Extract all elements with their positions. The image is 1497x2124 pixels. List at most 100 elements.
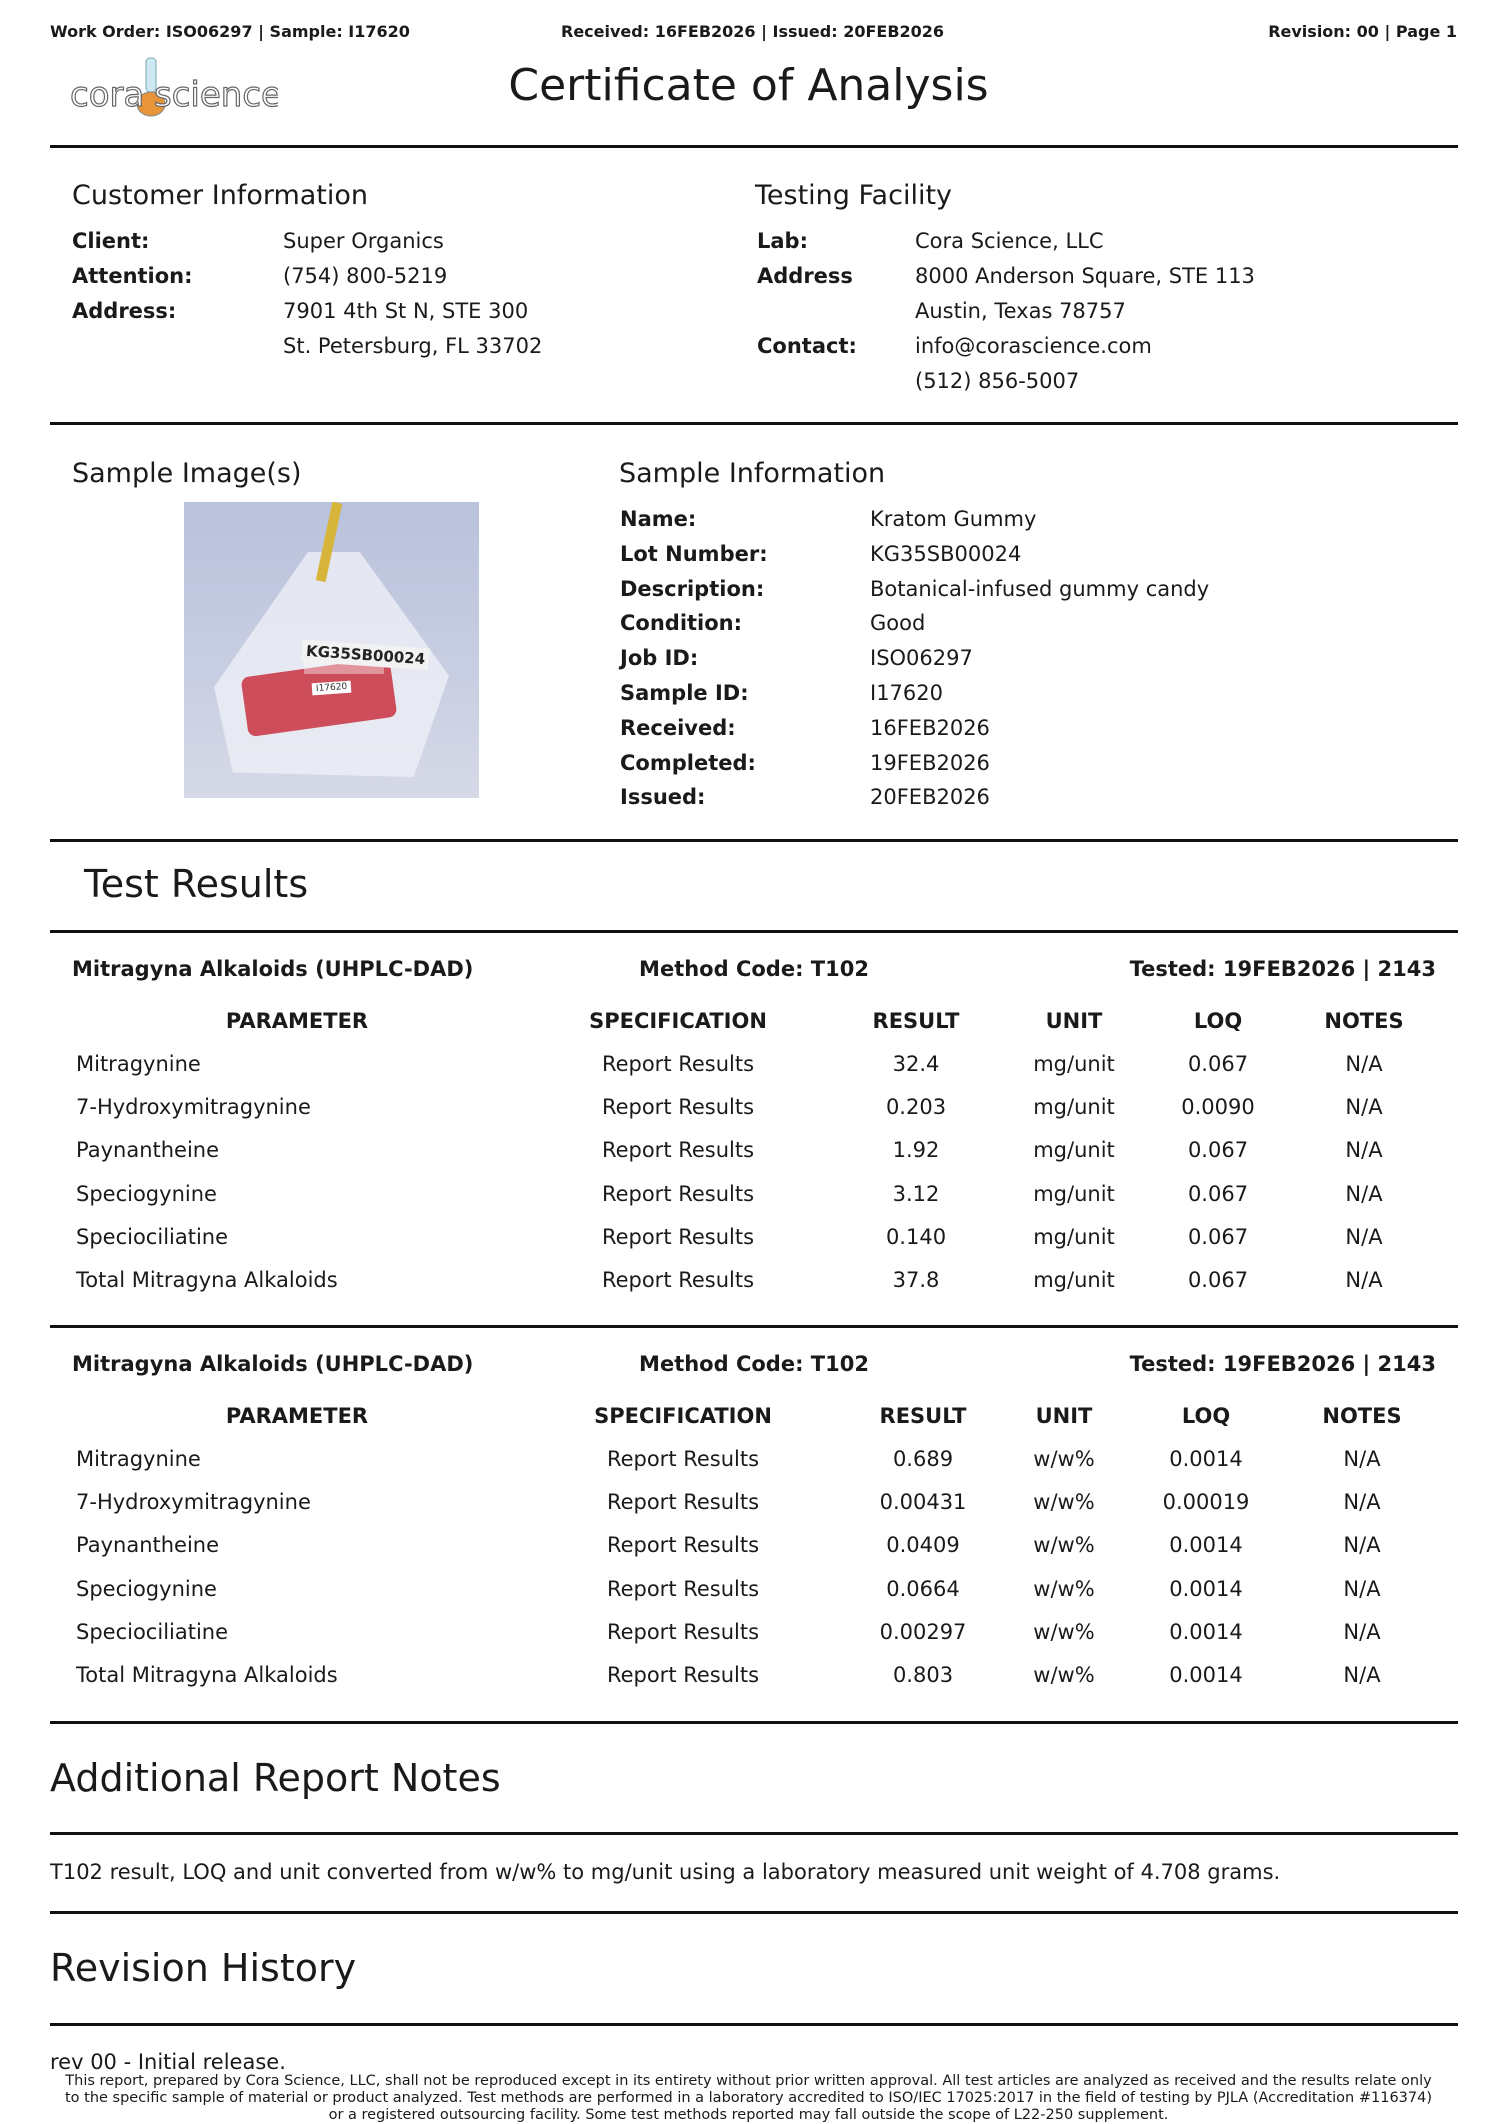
footer-line: to the specific sample of material or pr… — [64, 2090, 1433, 2106]
parameter-cell: Mitragynine — [76, 1447, 201, 1471]
notes-text: T102 result, LOQ and unit converted from… — [50, 1860, 1281, 1884]
label: Lot Number: — [620, 541, 768, 566]
label: Client: — [72, 229, 150, 253]
column-header: NOTES — [1322, 1404, 1402, 1428]
label: Name: — [620, 507, 697, 531]
table-cell: 0.067 — [1187, 1268, 1249, 1292]
facility-row: Austin, Texas 78757 — [757, 294, 1357, 329]
column-header: RESULT — [879, 1404, 967, 1428]
table-cell: Report Results — [606, 1447, 760, 1471]
table-cell: w/w% — [1033, 1619, 1095, 1644]
facility-row: Lab: Cora Science, LLC — [757, 224, 1357, 259]
customer-row: Address: 7901 4th St N, STE 300 — [72, 294, 528, 329]
table-cell: 0.0014 — [1169, 1619, 1243, 1644]
address-value: Austin, Texas 78757 — [915, 299, 1126, 323]
divider — [50, 839, 1458, 842]
table-cell: 0.00297 — [879, 1619, 967, 1644]
dates-header: Received: 16FEB2026 | Issued: 20FEB2026 — [561, 22, 945, 41]
parameter-cell: Speciogynine — [76, 1576, 217, 1601]
tested-date: Tested: 19FEB2026 | 2143 — [1129, 1352, 1436, 1376]
table-cell: N/A — [1343, 1447, 1381, 1471]
column-header: NOTES — [1324, 1009, 1404, 1033]
column-header: LOQ — [1193, 1009, 1243, 1033]
table-cell: N/A — [1345, 1138, 1383, 1163]
table-cell: Report Results — [606, 1663, 760, 1687]
table-cell: 1.92 — [892, 1138, 940, 1163]
table-cell: 0.067 — [1187, 1224, 1249, 1249]
divider — [50, 2023, 1458, 2026]
table-cell: 3.12 — [892, 1181, 940, 1206]
label: Sample ID: — [620, 680, 749, 705]
table-cell: 0.00019 — [1162, 1490, 1250, 1515]
table-cell: Report Results — [601, 1095, 755, 1120]
parameter-cell: Speciogynine — [76, 1181, 217, 1206]
table-cell: 0.067 — [1187, 1052, 1249, 1076]
table-cell: Report Results — [606, 1490, 760, 1515]
sample-info-row: Lot Number: KG35SB00024 — [620, 537, 1320, 572]
value: Botanical-infused gummy candy — [870, 576, 1210, 601]
facility-heading: Testing Facility — [755, 180, 953, 211]
table-cell: mg/unit — [1033, 1181, 1115, 1206]
label: Job ID: — [620, 646, 699, 671]
customer-row: Client: Super Organics — [72, 224, 444, 259]
table-cell: N/A — [1345, 1052, 1383, 1076]
table-cell: Report Results — [601, 1052, 755, 1076]
table-cell: N/A — [1343, 1576, 1381, 1601]
sample-info-row: Issued: 20FEB2026 — [620, 780, 1320, 815]
value: I17620 — [870, 680, 943, 705]
table-cell: N/A — [1345, 1181, 1383, 1206]
sample-image-heading: Sample Image(s) — [72, 458, 302, 489]
divider — [50, 1832, 1458, 1835]
label: Issued: — [620, 785, 706, 810]
table-cell: 0.0014 — [1169, 1663, 1243, 1687]
value: 20FEB2026 — [870, 785, 990, 810]
column-header: SPECIFICATION — [589, 1009, 767, 1033]
table-cell: 0.00431 — [879, 1490, 967, 1515]
table-cell: mg/unit — [1033, 1052, 1115, 1076]
sample-info-row: Completed: 19FEB2026 — [620, 746, 1320, 781]
table-cell: 0.203 — [885, 1095, 947, 1120]
customer-row: Attention: (754) 800-5219 — [72, 259, 447, 294]
column-header: LOQ — [1181, 1404, 1231, 1428]
address-value: 7901 4th St N, STE 300 — [283, 299, 529, 323]
sample-info-row: Job ID: ISO06297 — [620, 641, 1320, 676]
column-header: UNIT — [1035, 1404, 1093, 1428]
label: Completed: — [620, 750, 756, 775]
table-cell: 0.067 — [1187, 1181, 1249, 1206]
label: Received: — [620, 715, 736, 740]
table-cell: Report Results — [606, 1619, 760, 1644]
parameter-cell: Paynantheine — [76, 1533, 220, 1558]
customer-heading: Customer Information — [72, 180, 369, 211]
cora-science-logo: cora science — [68, 56, 283, 122]
table-cell: w/w% — [1033, 1576, 1095, 1601]
value: 16FEB2026 — [870, 715, 990, 740]
revision-heading: Revision History — [50, 1946, 357, 1990]
tested-date: Tested: 19FEB2026 | 2143 — [1129, 957, 1436, 981]
column-header: PARAMETER — [225, 1009, 369, 1033]
parameter-cell: Paynantheine — [76, 1138, 220, 1163]
divider — [50, 1721, 1458, 1724]
test-results-heading: Test Results — [84, 862, 309, 906]
sample-info-row: Name: Kratom Gummy — [620, 502, 1320, 537]
sample-info-row: Received: 16FEB2026 — [620, 711, 1320, 746]
table-cell: N/A — [1343, 1619, 1381, 1644]
divider — [50, 145, 1458, 148]
table-cell: 32.4 — [892, 1052, 940, 1076]
table-cell: 37.8 — [892, 1268, 940, 1292]
page-title: Certificate of Analysis — [508, 60, 989, 111]
table-cell: 0.803 — [892, 1663, 954, 1687]
table-cell: 0.0409 — [886, 1533, 960, 1558]
value: KG35SB00024 — [870, 541, 1022, 566]
table-title: Mitragyna Alkaloids (UHPLC-DAD) — [72, 957, 474, 981]
email-link[interactable]: info@corascience.com — [915, 334, 1152, 358]
divider — [50, 1911, 1458, 1914]
table-cell: Report Results — [601, 1268, 755, 1292]
table-cell: 0.0014 — [1169, 1576, 1243, 1601]
table-cell: Report Results — [601, 1181, 755, 1206]
parameter-cell: Speciociliatine — [76, 1224, 229, 1249]
table-cell: mg/unit — [1033, 1268, 1115, 1292]
lab-value: Cora Science, LLC — [915, 229, 1104, 253]
table-cell: mg/unit — [1033, 1224, 1115, 1249]
table-cell: w/w% — [1033, 1447, 1095, 1471]
revision-entry: rev 00 - Initial release. — [50, 2050, 286, 2074]
